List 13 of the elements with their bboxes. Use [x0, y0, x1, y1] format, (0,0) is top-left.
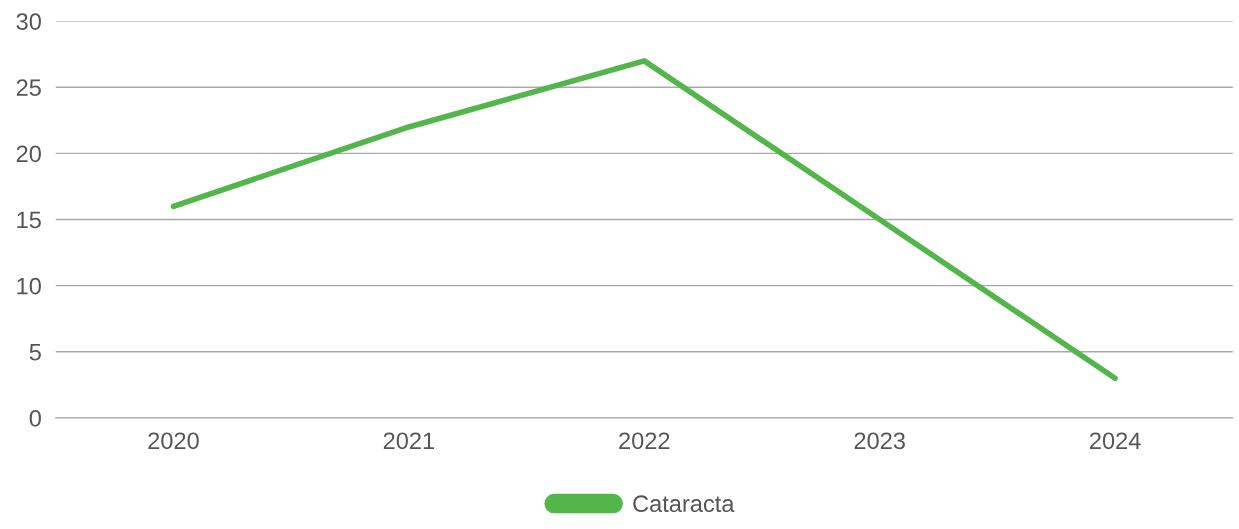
y-tick-label: 10	[17, 277, 41, 295]
x-tick-label: 2020	[148, 432, 199, 450]
x-tick-label: 2023	[854, 432, 905, 450]
x-tick-label: 2021	[383, 432, 434, 450]
y-tick-label: 15	[17, 211, 41, 229]
legend-label: Cataracta	[633, 495, 735, 513]
x-tick-label: 2024	[1090, 432, 1141, 450]
x-tick-label: 2022	[619, 432, 670, 450]
y-tick-label: 20	[16, 145, 41, 163]
y-tick-label: 5	[29, 344, 41, 361]
y-tick-label: 30	[16, 13, 41, 30]
y-tick-label: 0	[29, 409, 41, 427]
y-tick-label: 25	[16, 79, 41, 97]
